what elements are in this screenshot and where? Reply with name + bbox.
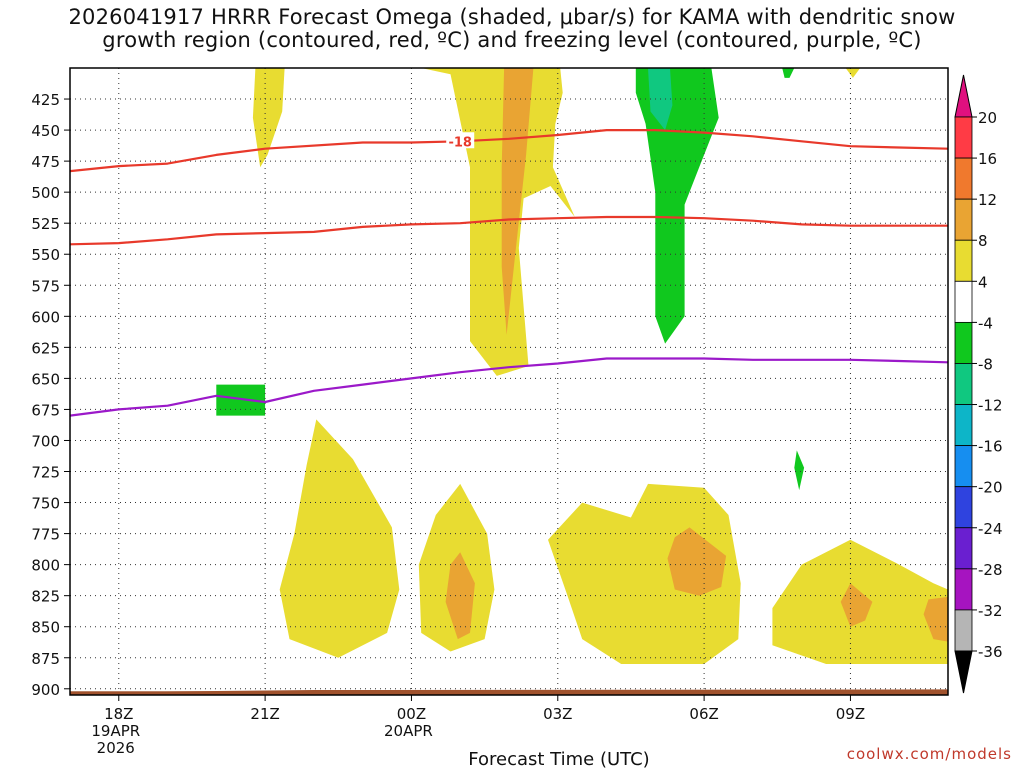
- colorbar-segment-9: [954, 486, 973, 529]
- omega-region-1: [421, 68, 575, 376]
- ytick-label-625: 625: [31, 339, 60, 357]
- omega-region-7: [216, 384, 266, 416]
- omega-region-0: [252, 68, 285, 168]
- colorbar-label-11: -28: [978, 561, 1003, 579]
- plot-area: -18: [70, 68, 948, 695]
- chart-title-line1: 2026041917 HRRR Forecast Omega (shaded, …: [68, 5, 956, 29]
- chart-title: 2026041917 HRRR Forecast Omega (shaded, …: [0, 6, 1024, 52]
- ytick-label-900: 900: [31, 681, 60, 699]
- ytick-label-500: 500: [31, 184, 60, 202]
- colorbar-label-8: -16: [978, 438, 1003, 456]
- ytick-label-825: 825: [31, 588, 60, 606]
- omega-region-2: [501, 68, 534, 335]
- colorbar-label-9: -20: [978, 479, 1003, 497]
- terrain-ground: [70, 689, 948, 695]
- chart-title-line2: growth region (contoured, red, ºC) and f…: [102, 28, 922, 52]
- omega-region-8: [279, 419, 400, 658]
- ytick-label-450: 450: [31, 122, 60, 140]
- colorbar-segment-2: [954, 198, 973, 241]
- colorbar-segment-10: [954, 527, 973, 570]
- ytick-label-700: 700: [31, 432, 60, 450]
- colorbar-top-arrow: [954, 74, 973, 118]
- ytick-label-875: 875: [31, 650, 60, 668]
- colorbar-segment-12: [954, 609, 973, 652]
- colorbar-segment-7: [954, 404, 973, 447]
- dendritic-bottom-contour: [70, 215, 948, 246]
- colorbar-label-6: -8: [978, 355, 993, 373]
- contour-label-bg: [446, 132, 475, 149]
- omega-region-6: [845, 68, 861, 78]
- colorbar-label-5: -4: [978, 314, 993, 332]
- ytick-label-525: 525: [31, 215, 60, 233]
- omega-region-13: [794, 450, 805, 491]
- xtick-label-00Z: 00Z: [397, 705, 426, 723]
- colorbar-segment-8: [954, 445, 973, 488]
- ytick-label-850: 850: [31, 619, 60, 637]
- xtick-label-09Z: 09Z: [836, 705, 865, 723]
- colorbar-segment-5: [954, 321, 973, 364]
- omega-region-5: [782, 68, 795, 78]
- omega-region-12: [667, 527, 727, 596]
- ytick-label-475: 475: [31, 153, 60, 171]
- ytick-label-575: 575: [31, 277, 60, 295]
- colorbar-segment-11: [954, 568, 973, 611]
- xtick-sublabel-19APR: 19APR: [91, 722, 140, 740]
- colorbar-label-13: -36: [978, 643, 1003, 661]
- colorbar-segment-1: [954, 157, 973, 200]
- xtick-year-2026: 2026: [97, 739, 135, 757]
- omega-region-15: [840, 583, 873, 627]
- xtick-sublabel-20APR: 20APR: [384, 722, 433, 740]
- x-axis-label: Forecast Time (UTC): [468, 749, 649, 768]
- omega-region-3: [635, 68, 719, 344]
- ytick-label-425: 425: [31, 91, 60, 109]
- omega-region-16: [923, 596, 948, 642]
- dendritic-top-contour: [70, 129, 948, 173]
- plot-frame: [69, 67, 949, 696]
- colorbar-label-12: -32: [978, 602, 1003, 620]
- colorbar-segment-0: [954, 116, 973, 159]
- xtick-label-03Z: 03Z: [543, 705, 572, 723]
- ytick-label-775: 775: [31, 526, 60, 544]
- colorbar-segment-3: [954, 239, 973, 282]
- ytick-label-750: 750: [31, 495, 60, 513]
- xtick-label-18Z: 18Z: [104, 705, 133, 723]
- ytick-label-550: 550: [31, 246, 60, 264]
- colorbar-segment-4: [954, 280, 973, 323]
- contour-label-dendritic: -18: [448, 135, 472, 150]
- ytick-label-800: 800: [31, 557, 60, 575]
- xtick-label-21Z: 21Z: [250, 705, 279, 723]
- colorbar-label-4: 4: [978, 273, 988, 291]
- colorbar-label-10: -24: [978, 520, 1003, 538]
- ytick-label-600: 600: [31, 308, 60, 326]
- xtick-label-06Z: 06Z: [689, 705, 718, 723]
- colorbar-label-7: -12: [978, 397, 1003, 415]
- omega-region-11: [548, 483, 741, 664]
- colorbar-bottom-arrow: [954, 650, 973, 694]
- ytick-label-725: 725: [31, 464, 60, 482]
- freezing-level-contour: [70, 357, 948, 417]
- colorbar-segment-6: [954, 363, 973, 405]
- colorbar-label-3: 8: [978, 232, 988, 250]
- credit-text: coolwx.com/models: [846, 745, 1012, 763]
- colorbar-label-0: 20: [978, 109, 997, 127]
- ytick-label-650: 650: [31, 370, 60, 388]
- colorbar-label-1: 16: [978, 150, 997, 168]
- ytick-label-675: 675: [31, 401, 60, 419]
- colorbar-label-2: 12: [978, 191, 997, 209]
